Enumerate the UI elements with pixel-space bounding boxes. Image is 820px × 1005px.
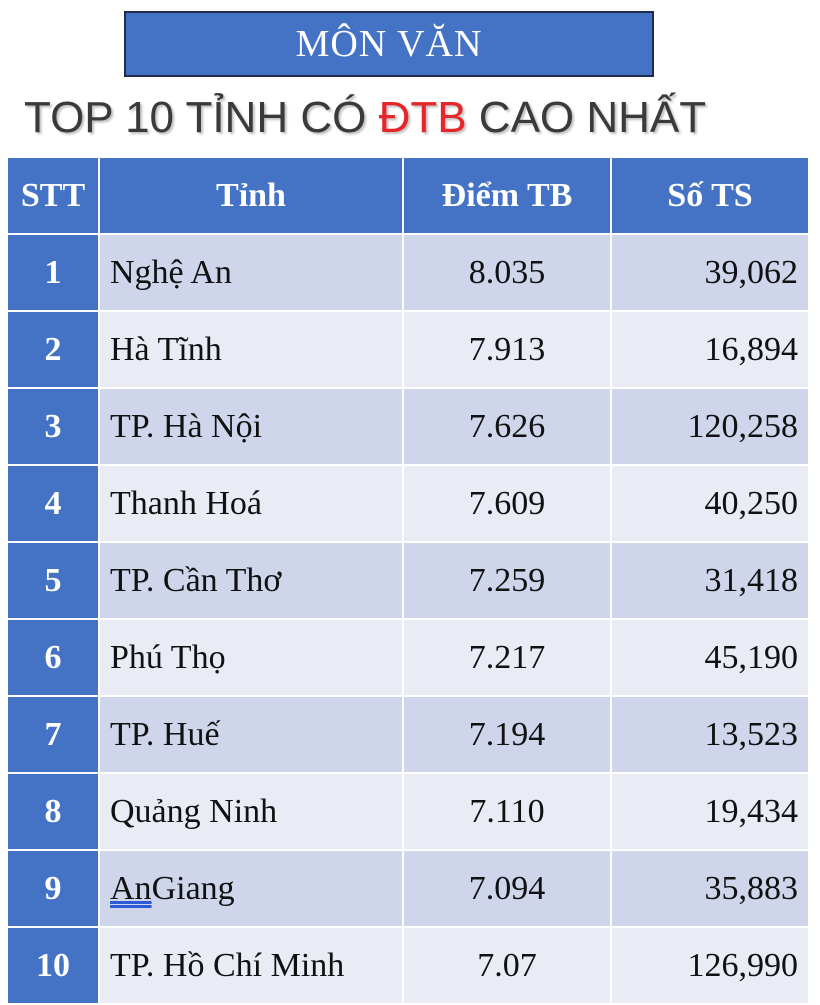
table-row: 2 Hà Tĩnh 7.913 16,894 bbox=[8, 312, 808, 389]
cell-stt: 1 bbox=[8, 235, 100, 310]
cell-stt: 5 bbox=[8, 543, 100, 618]
cell-stt: 2 bbox=[8, 312, 100, 387]
cell-diem-tb: 7.913 bbox=[404, 312, 612, 387]
cell-tinh: TP. Hà Nội bbox=[100, 389, 404, 464]
cell-stt: 9 bbox=[8, 851, 100, 926]
table-row: 7 TP. Huế 7.194 13,523 bbox=[8, 697, 808, 774]
cell-so-ts: 120,258 bbox=[612, 389, 808, 464]
cell-stt: 3 bbox=[8, 389, 100, 464]
cell-so-ts: 35,883 bbox=[612, 851, 808, 926]
cell-tinh: Nghệ An bbox=[100, 235, 404, 310]
cell-so-ts: 16,894 bbox=[612, 312, 808, 387]
cell-stt: 7 bbox=[8, 697, 100, 772]
cell-so-ts: 126,990 bbox=[612, 928, 808, 1003]
cell-tinh: TP. Hồ Chí Minh bbox=[100, 928, 404, 1003]
cell-diem-tb: 7.07 bbox=[404, 928, 612, 1003]
heading-text-end: CAO NHẤT bbox=[466, 93, 707, 142]
cell-diem-tb: 7.110 bbox=[404, 774, 612, 849]
table-row: 6 Phú Thọ 7.217 45,190 bbox=[8, 620, 808, 697]
banner-title: MÔN VĂN bbox=[295, 23, 483, 65]
cell-so-ts: 19,434 bbox=[612, 774, 808, 849]
cell-diem-tb: 7.259 bbox=[404, 543, 612, 618]
cell-tinh: TP. Huế bbox=[100, 697, 404, 772]
cell-so-ts: 39,062 bbox=[612, 235, 808, 310]
cell-tinh: Quảng Ninh bbox=[100, 774, 404, 849]
table-row: 3 TP. Hà Nội 7.626 120,258 bbox=[8, 389, 808, 466]
cell-stt: 4 bbox=[8, 466, 100, 541]
cell-stt: 10 bbox=[8, 928, 100, 1003]
cell-diem-tb: 7.626 bbox=[404, 389, 612, 464]
cell-tinh: TP. Cần Thơ bbox=[100, 543, 404, 618]
table-row: 5 TP. Cần Thơ 7.259 31,418 bbox=[8, 543, 808, 620]
cell-so-ts: 31,418 bbox=[612, 543, 808, 618]
cell-diem-tb: 7.094 bbox=[404, 851, 612, 926]
cell-so-ts: 45,190 bbox=[612, 620, 808, 695]
heading-text-start: TOP 10 TỈNH CÓ bbox=[24, 93, 379, 142]
cell-diem-tb: 7.217 bbox=[404, 620, 612, 695]
table-header-row: STT Tỉnh Điểm TB Số TS bbox=[8, 158, 808, 235]
subject-banner: MÔN VĂN bbox=[124, 11, 654, 77]
cell-stt: 6 bbox=[8, 620, 100, 695]
cell-diem-tb: 7.194 bbox=[404, 697, 612, 772]
cell-tinh: Phú Thọ bbox=[100, 620, 404, 695]
table-row: 1 Nghệ An 8.035 39,062 bbox=[8, 235, 808, 312]
header-so-ts: Số TS bbox=[612, 158, 808, 233]
table-row: 9 An Giang 7.094 35,883 bbox=[8, 851, 808, 928]
ranking-table: STT Tỉnh Điểm TB Số TS 1 Nghệ An 8.035 39,0… bbox=[8, 158, 808, 1005]
cell-so-ts: 40,250 bbox=[612, 466, 808, 541]
page-heading: TOP 10 TỈNH CÓ ĐTB CAO NHẤT bbox=[24, 88, 804, 148]
heading-highlight: ĐTB bbox=[378, 93, 467, 142]
table-row: 10 TP. Hồ Chí Minh 7.07 126,990 bbox=[8, 928, 808, 1005]
cell-tinh: An Giang bbox=[100, 851, 404, 926]
table-row: 8 Quảng Ninh 7.110 19,434 bbox=[8, 774, 808, 851]
table-row: 4 Thanh Hoá 7.609 40,250 bbox=[8, 466, 808, 543]
cell-diem-tb: 8.035 bbox=[404, 235, 612, 310]
cell-tinh: Thanh Hoá bbox=[100, 466, 404, 541]
cell-stt: 8 bbox=[8, 774, 100, 849]
cell-diem-tb: 7.609 bbox=[404, 466, 612, 541]
header-stt: STT bbox=[8, 158, 100, 233]
header-diem-tb: Điểm TB bbox=[404, 158, 612, 233]
cell-tinh: Hà Tĩnh bbox=[100, 312, 404, 387]
cell-so-ts: 13,523 bbox=[612, 697, 808, 772]
header-tinh: Tỉnh bbox=[100, 158, 404, 233]
